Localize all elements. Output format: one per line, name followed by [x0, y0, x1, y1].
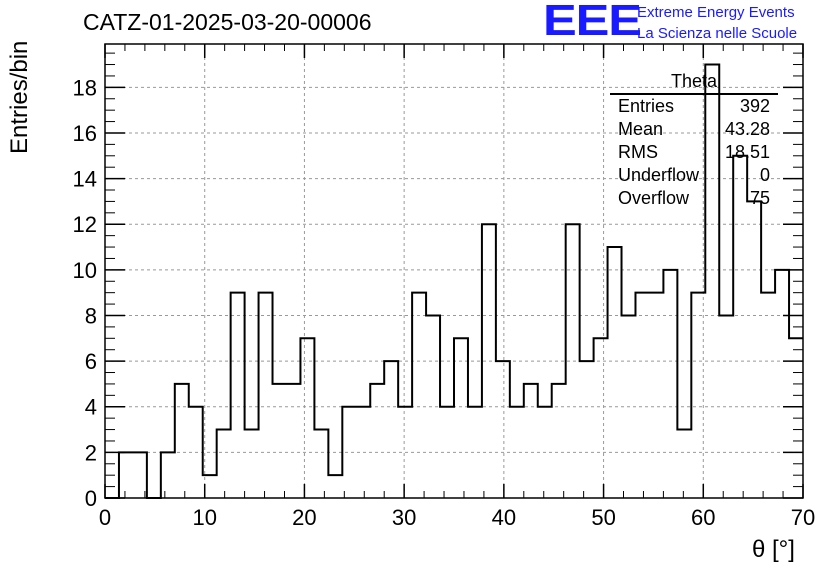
- stats-row-rms: RMS 18.51: [610, 141, 778, 164]
- brand-line-2: La Scienza nelle Scuole: [637, 25, 798, 42]
- stats-title: Theta: [610, 71, 778, 95]
- stats-box: Theta Entries 392 Mean 43.28 RMS 18.51 Unde…: [610, 71, 778, 210]
- x-tick-label: 10: [192, 505, 216, 530]
- x-tick-label: 0: [99, 505, 111, 530]
- y-tick-label: 14: [73, 167, 97, 192]
- stats-value: 75: [749, 188, 770, 208]
- chart-title: CATZ-01-2025-03-20-00006: [83, 9, 372, 35]
- y-tick-label: 0: [85, 486, 97, 511]
- stats-value: 43.28: [724, 119, 770, 139]
- stats-row-underflow: Underflow 0: [610, 164, 778, 187]
- eee-logo: EEE: [543, 0, 642, 45]
- x-tick-label: 60: [691, 505, 715, 530]
- x-axis-label: θ [°]: [752, 536, 795, 563]
- stats-row-entries: Entries 392: [610, 95, 778, 118]
- stats-row-mean: Mean 43.28: [610, 118, 778, 141]
- stats-row-overflow: Overflow 75: [610, 187, 778, 210]
- stats-value: 0: [759, 165, 770, 185]
- stats-label: Mean: [618, 119, 664, 139]
- plot-frame: [104, 43, 804, 499]
- x-tick-label: 30: [392, 505, 416, 530]
- x-tick-label: 50: [591, 505, 615, 530]
- stats-value: 18.51: [724, 142, 770, 162]
- x-tick-label: 70: [791, 505, 815, 530]
- y-tick-label: 10: [73, 258, 97, 283]
- stats-label: RMS: [618, 142, 658, 162]
- x-tick-label: 40: [492, 505, 516, 530]
- axis-ticks: [104, 44, 804, 499]
- y-axis-label: Entries/bin: [6, 40, 33, 154]
- y-tick-labels: 0 2 4 6 8 10 12 14 16 18: [73, 75, 97, 511]
- stats-label: Underflow: [618, 165, 700, 185]
- stats-value: 392: [739, 96, 770, 116]
- y-tick-label: 18: [73, 75, 97, 100]
- y-tick-label: 8: [85, 303, 97, 328]
- y-tick-label: 6: [85, 349, 97, 374]
- y-tick-label: 4: [85, 395, 97, 420]
- stats-label: Overflow: [618, 188, 690, 208]
- x-tick-label: 20: [292, 505, 316, 530]
- y-tick-label: 16: [73, 121, 97, 146]
- histogram-step-line: [105, 63, 803, 499]
- y-tick-label: 2: [85, 440, 97, 465]
- y-tick-label: 12: [73, 212, 97, 237]
- x-tick-labels: 0 10 20 30 40 50 60 70: [99, 505, 815, 530]
- stats-label: Entries: [618, 96, 675, 116]
- brand-line-1: Extreme Energy Events: [637, 4, 795, 21]
